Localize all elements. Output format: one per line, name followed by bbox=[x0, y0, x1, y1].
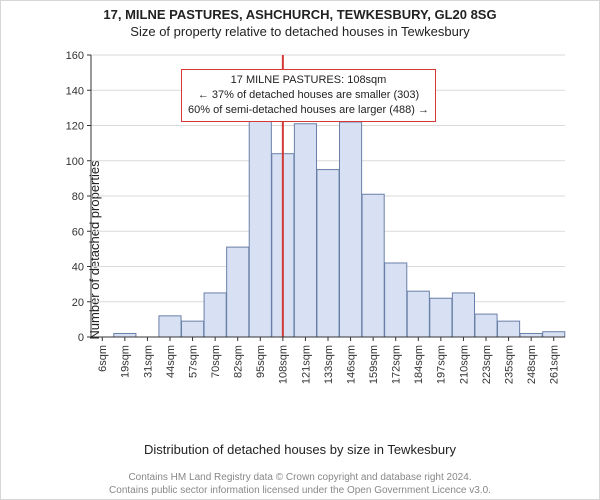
svg-text:160: 160 bbox=[66, 50, 84, 62]
footer-line: Contains public sector information licen… bbox=[1, 484, 599, 497]
annotation-box: 17 MILNE PASTURES: 108sqm ← 37% of detac… bbox=[181, 69, 436, 122]
svg-text:31sqm: 31sqm bbox=[142, 345, 154, 378]
annotation-line: 60% of semi-detached houses are larger (… bbox=[188, 103, 429, 118]
svg-text:235sqm: 235sqm bbox=[503, 345, 515, 384]
svg-text:197sqm: 197sqm bbox=[436, 345, 448, 384]
svg-text:60: 60 bbox=[72, 226, 84, 238]
svg-text:210sqm: 210sqm bbox=[458, 345, 470, 384]
svg-text:159sqm: 159sqm bbox=[368, 345, 380, 384]
svg-text:108sqm: 108sqm bbox=[278, 345, 290, 384]
svg-text:40: 40 bbox=[72, 262, 84, 274]
plot-area: 0 20 40 60 80 100 120 140 160 6sqm 19sqm 31sqm 44sqm… bbox=[61, 49, 571, 389]
svg-text:95sqm: 95sqm bbox=[255, 345, 267, 378]
svg-text:121sqm: 121sqm bbox=[300, 345, 312, 384]
svg-text:223sqm: 223sqm bbox=[481, 345, 493, 384]
svg-text:100: 100 bbox=[66, 156, 84, 168]
svg-text:70sqm: 70sqm bbox=[210, 345, 222, 378]
svg-text:172sqm: 172sqm bbox=[391, 345, 403, 384]
annotation-line: 17 MILNE PASTURES: 108sqm bbox=[188, 73, 429, 88]
svg-text:57sqm: 57sqm bbox=[187, 345, 199, 378]
svg-text:19sqm: 19sqm bbox=[120, 345, 132, 378]
svg-text:133sqm: 133sqm bbox=[323, 345, 335, 384]
svg-text:20: 20 bbox=[72, 297, 84, 309]
chart-container: 17, MILNE PASTURES, ASHCHURCH, TEWKESBUR… bbox=[0, 0, 600, 500]
svg-text:120: 120 bbox=[66, 121, 84, 133]
x-axis-label: Distribution of detached houses by size … bbox=[1, 442, 599, 457]
svg-text:0: 0 bbox=[78, 332, 84, 344]
svg-text:184sqm: 184sqm bbox=[413, 345, 425, 384]
svg-text:80: 80 bbox=[72, 191, 84, 203]
footer-line: Contains HM Land Registry data © Crown c… bbox=[1, 471, 599, 484]
chart-title: 17, MILNE PASTURES, ASHCHURCH, TEWKESBUR… bbox=[1, 7, 599, 22]
chart-subtitle: Size of property relative to detached ho… bbox=[1, 24, 599, 39]
svg-text:146sqm: 146sqm bbox=[345, 345, 357, 384]
svg-text:140: 140 bbox=[66, 85, 84, 97]
footer-attribution: Contains HM Land Registry data © Crown c… bbox=[1, 471, 599, 497]
svg-text:44sqm: 44sqm bbox=[165, 345, 177, 378]
svg-text:6sqm: 6sqm bbox=[97, 345, 109, 372]
svg-text:248sqm: 248sqm bbox=[526, 345, 538, 384]
annotation-line: ← 37% of detached houses are smaller (30… bbox=[188, 88, 429, 103]
svg-text:261sqm: 261sqm bbox=[549, 345, 561, 384]
svg-text:82sqm: 82sqm bbox=[233, 345, 245, 378]
